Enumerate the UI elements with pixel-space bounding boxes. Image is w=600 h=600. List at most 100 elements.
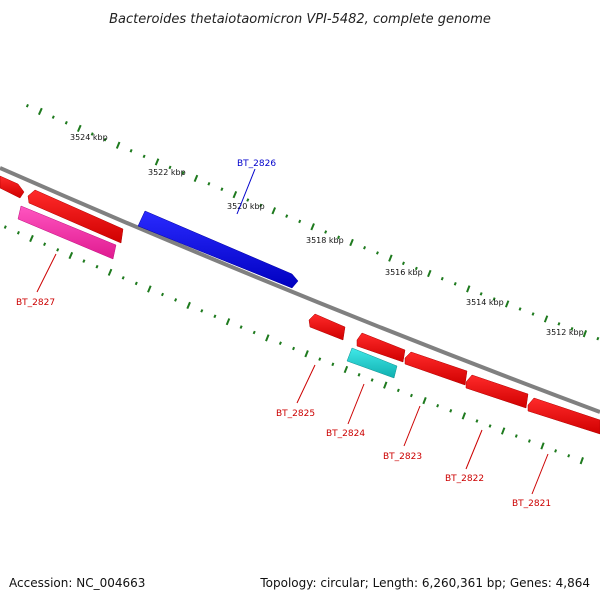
- outer-tick-mark: [401, 261, 405, 266]
- outer-tick-mark: [388, 254, 393, 262]
- outer-tick-mark: [285, 214, 289, 218]
- outer-tick-mark: [310, 223, 315, 231]
- inner-tick-mark: [107, 268, 113, 276]
- gene-feature-bt2827-red[interactable]: [27, 189, 124, 244]
- scale-label-3516: 3516 kbp: [385, 268, 423, 277]
- gene-label-bt2826[interactable]: BT_2826: [237, 159, 276, 169]
- inner-tick-mark: [304, 350, 309, 358]
- outer-tick-mark: [543, 315, 549, 323]
- outer-tick-mark: [220, 187, 224, 191]
- leader-line-bt2821: [531, 453, 549, 495]
- outer-tick-mark: [232, 191, 238, 199]
- outer-tick-mark: [466, 285, 471, 293]
- outer-tick-mark: [298, 219, 302, 224]
- inner-tick-mark: [121, 276, 125, 280]
- outer-tick-mark: [168, 165, 172, 170]
- leader-line-bt2827: [36, 253, 57, 293]
- inner-tick-mark: [567, 454, 571, 458]
- inner-tick-mark: [475, 419, 479, 423]
- leader-line-bt2826: [236, 168, 256, 215]
- outer-tick-mark: [103, 137, 107, 142]
- gene-label-bt2823[interactable]: BT_2823: [383, 452, 422, 462]
- outer-tick-mark: [582, 330, 588, 338]
- outer-tick-mark: [427, 269, 432, 278]
- inner-tick-mark: [422, 397, 427, 405]
- gene-feature-bt2826[interactable]: [137, 210, 299, 289]
- outer-tick-mark: [492, 297, 496, 301]
- scale-label-3520: 3520 kbp: [227, 202, 265, 211]
- outer-tick-mark: [129, 149, 133, 153]
- inner-tick-mark: [318, 357, 322, 361]
- inner-tick-mark: [16, 231, 20, 235]
- outer-tick-mark: [142, 154, 146, 159]
- gene-feature-bt2827-rna[interactable]: [17, 205, 117, 260]
- gene-feature-bt2825[interactable]: [308, 313, 346, 341]
- inner-tick-mark: [488, 424, 492, 428]
- gene-label-bt2824[interactable]: BT_2824: [326, 429, 365, 439]
- inner-tick-mark: [200, 309, 204, 313]
- gene-feature-bt2823[interactable]: [404, 351, 468, 386]
- inner-tick-mark: [461, 412, 467, 420]
- genome-backbone: [0, 166, 600, 414]
- leader-line-bt2824: [347, 383, 365, 425]
- outer-tick-mark: [596, 336, 600, 341]
- inner-tick-mark: [370, 378, 374, 382]
- gene-feature-bt2824-red[interactable]: [356, 332, 406, 363]
- inner-tick-mark: [292, 346, 296, 351]
- gene-feature-bt2824-other[interactable]: [346, 347, 398, 379]
- inner-tick-mark: [68, 251, 74, 260]
- map-title: Bacteroides thetaiotaomicron VPI-5482, c…: [109, 12, 491, 27]
- outer-tick-mark: [414, 266, 418, 271]
- genome-summary-text: Topology: circular; Length: 6,260,361 bp…: [260, 576, 590, 590]
- inner-tick-mark: [514, 434, 518, 438]
- inner-tick-mark: [239, 325, 243, 329]
- gene-label-bt2822[interactable]: BT_2822: [445, 474, 484, 484]
- inner-tick-mark: [225, 318, 231, 326]
- inner-tick-mark: [357, 373, 361, 377]
- outer-tick-mark: [181, 171, 185, 175]
- outer-tick-mark: [51, 115, 55, 119]
- gene-label-bt2825[interactable]: BT_2825: [276, 409, 315, 419]
- inner-tick-mark: [213, 314, 217, 319]
- outer-tick-mark: [363, 246, 367, 250]
- gene-feature-bt2821[interactable]: [527, 397, 600, 435]
- outer-tick-mark: [557, 322, 561, 326]
- outer-tick-mark: [193, 174, 199, 182]
- gene-feature-bt2822[interactable]: [465, 374, 529, 409]
- outer-tick-mark: [531, 312, 535, 316]
- gene-feature-left-edge[interactable]: [0, 175, 25, 199]
- outer-tick-mark: [479, 292, 483, 296]
- outer-tick-mark: [375, 251, 379, 255]
- inner-tick-mark: [331, 362, 335, 367]
- inner-tick-mark: [82, 259, 86, 263]
- inner-tick-mark: [540, 442, 545, 450]
- inner-tick-mark: [278, 341, 282, 345]
- outer-tick-mark: [259, 203, 263, 208]
- inner-tick-mark: [500, 427, 506, 435]
- scale-label-3522: 3522 kbp: [148, 168, 186, 177]
- outer-tick-mark: [570, 327, 574, 331]
- inner-tick-mark: [174, 298, 178, 302]
- scale-label-3514: 3514 kbp: [466, 298, 504, 307]
- outer-tick-mark: [504, 300, 510, 308]
- inner-tick-mark: [579, 457, 584, 465]
- inner-tick-mark: [383, 381, 388, 389]
- outer-tick-mark: [37, 107, 43, 116]
- gene-label-bt2827[interactable]: BT_2827: [16, 298, 55, 308]
- scale-label-3512: 3512 kbp: [546, 328, 584, 337]
- inner-tick-mark: [527, 439, 531, 443]
- outer-tick-mark: [246, 198, 250, 202]
- outer-tick-mark: [453, 282, 457, 286]
- inner-tick-mark: [343, 365, 349, 374]
- inner-tick-mark: [252, 330, 256, 335]
- leader-line-bt2823: [403, 405, 421, 447]
- outer-tick-mark: [349, 238, 354, 247]
- inner-tick-mark: [449, 409, 453, 413]
- gene-label-bt2821[interactable]: BT_2821: [512, 499, 551, 509]
- inner-tick-mark: [265, 334, 270, 342]
- inner-tick-mark: [396, 388, 400, 393]
- inner-tick-mark: [29, 234, 34, 243]
- outer-tick-mark: [271, 207, 277, 215]
- outer-tick-mark: [518, 307, 522, 311]
